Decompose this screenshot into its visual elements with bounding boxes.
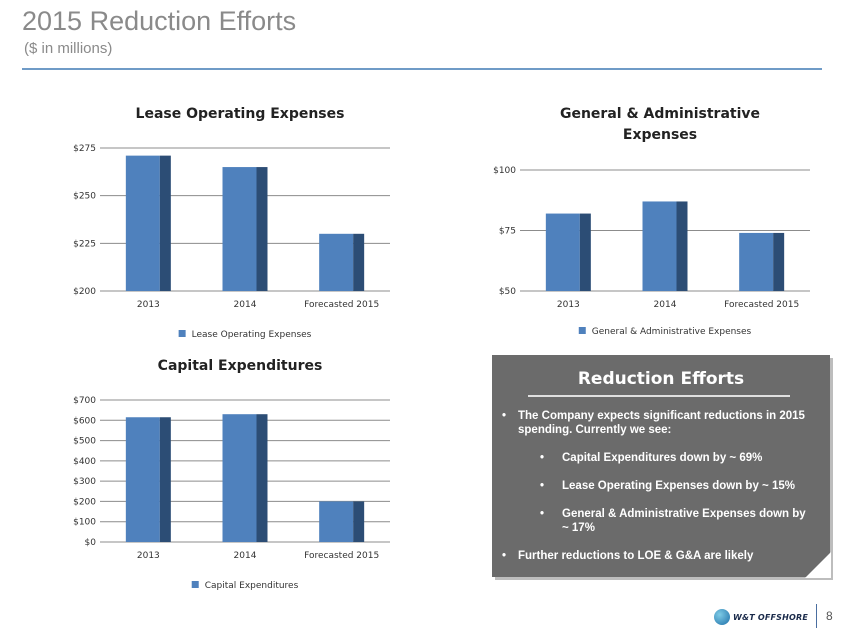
y-tick-label: $275 [73, 144, 96, 154]
y-tick-label: $700 [73, 396, 96, 406]
footer-divider [816, 604, 817, 628]
ga-svg: General & Administrative Expenses $50 $75 $1… [493, 106, 810, 337]
bullet-icon: • [540, 508, 545, 520]
reduction-efforts-panel: Reduction Efforts • The Company expects … [492, 355, 831, 578]
x-tick-label: 2014 [654, 300, 677, 310]
panel-folded-corner [805, 552, 831, 578]
panel-title: Reduction Efforts [577, 369, 745, 389]
y-tick-label: $50 [499, 287, 516, 297]
y-tick-label: $200 [73, 287, 96, 297]
ga-reduction: General & Administrative Expenses down b… [562, 508, 806, 534]
x-tick-label: Forecasted 2015 [304, 300, 379, 310]
x-tick-label: 2013 [557, 300, 580, 310]
chart-title: Lease Operating Expenses [136, 106, 345, 122]
loe-svg: Lease Operating Expenses $200 $225 $250 $275… [73, 106, 390, 340]
slide-subtitle: ($ in millions) [24, 40, 113, 57]
bar-side [159, 417, 171, 542]
list-item: • The Company expects significant reduct… [502, 409, 812, 437]
bar-side [256, 167, 268, 291]
y-tick-label: $0 [85, 538, 97, 548]
bullet-icon: • [540, 480, 545, 492]
legend-label: Capital Expenditures [205, 581, 299, 591]
list-item: • Capital Expenditures down by ~ 69% [502, 451, 812, 465]
company-logo: W&T OFFSHORE [714, 607, 808, 627]
y-tick-label: $225 [73, 239, 96, 249]
slide-title: 2015 Reduction Efforts [22, 6, 297, 36]
bar-side [159, 155, 171, 291]
title-divider [22, 68, 822, 70]
bar-2013 [125, 155, 160, 291]
legend-label: Lease Operating Expenses [192, 330, 312, 340]
legend-swatch [578, 327, 586, 334]
bar-side [353, 501, 365, 542]
capex-svg: Capital Expenditures $0 $100 $200 $300 $400 $5… [73, 358, 390, 591]
bullet-icon: • [502, 550, 507, 562]
lease-operating-expenses-chart: Lease Operating Expenses $200 $225 $250 $275… [60, 100, 400, 350]
legend-swatch [191, 581, 199, 588]
bar-side [579, 213, 591, 291]
chart-title: Capital Expenditures [158, 358, 323, 374]
bar-side [256, 414, 268, 542]
panel-divider [528, 395, 790, 397]
bar-forecasted-2015 [739, 232, 774, 291]
x-tick-label: Forecasted 2015 [304, 551, 379, 561]
capex-reduction: Capital Expenditures down by ~ 69% [562, 452, 763, 464]
bar-2014 [642, 201, 677, 291]
x-tick-label: 2014 [234, 551, 257, 561]
bar-2013 [545, 213, 580, 291]
bar-side [353, 233, 365, 291]
general-administrative-expenses-chart: General & Administrative Expenses $50 $75 $1… [480, 100, 820, 350]
x-tick-label: 2013 [137, 300, 160, 310]
page-number: 8 [826, 609, 833, 623]
panel-closing: Further reductions to LOE & G&A are like… [518, 550, 754, 562]
logo-text: W&T OFFSHORE [733, 612, 809, 622]
bullet-icon: • [540, 452, 545, 464]
y-tick-label: $200 [73, 497, 96, 507]
bar-2013 [125, 417, 160, 542]
y-tick-label: $100 [73, 518, 96, 528]
chart-title: General & Administrative Expenses [560, 106, 760, 143]
y-tick-label: $500 [73, 437, 96, 447]
legend-swatch [178, 330, 186, 337]
reduction-list: • The Company expects significant reduct… [502, 409, 812, 563]
capital-expenditures-chart: Capital Expenditures $0 $100 $200 $300 $400 $5… [60, 352, 400, 602]
list-item: • Further reductions to LOE & G&A are li… [502, 549, 812, 563]
x-tick-label: 2014 [234, 300, 257, 310]
y-tick-label: $250 [73, 192, 96, 202]
y-tick-label: $75 [499, 227, 516, 237]
bar-2014 [222, 414, 257, 542]
y-tick-label: $600 [73, 416, 96, 426]
bar-forecasted-2015 [319, 501, 354, 542]
y-tick-label: $300 [73, 477, 96, 487]
loe-reduction: Lease Operating Expenses down by ~ 15% [562, 480, 795, 492]
bar-forecasted-2015 [319, 233, 354, 291]
x-tick-label: Forecasted 2015 [724, 300, 799, 310]
legend-label: General & Administrative Expenses [592, 327, 752, 337]
globe-icon [714, 609, 730, 625]
x-tick-label: 2013 [137, 551, 160, 561]
bullet-icon: • [502, 410, 507, 422]
y-tick-label: $400 [73, 457, 96, 467]
bar-2014 [222, 167, 257, 291]
panel-intro: The Company expects significant reductio… [518, 410, 805, 436]
list-item: • Lease Operating Expenses down by ~ 15% [502, 479, 812, 493]
bar-side [773, 232, 785, 291]
y-tick-label: $100 [493, 166, 516, 176]
list-item: • General & Administrative Expenses down… [502, 507, 812, 535]
bar-side [676, 201, 688, 291]
